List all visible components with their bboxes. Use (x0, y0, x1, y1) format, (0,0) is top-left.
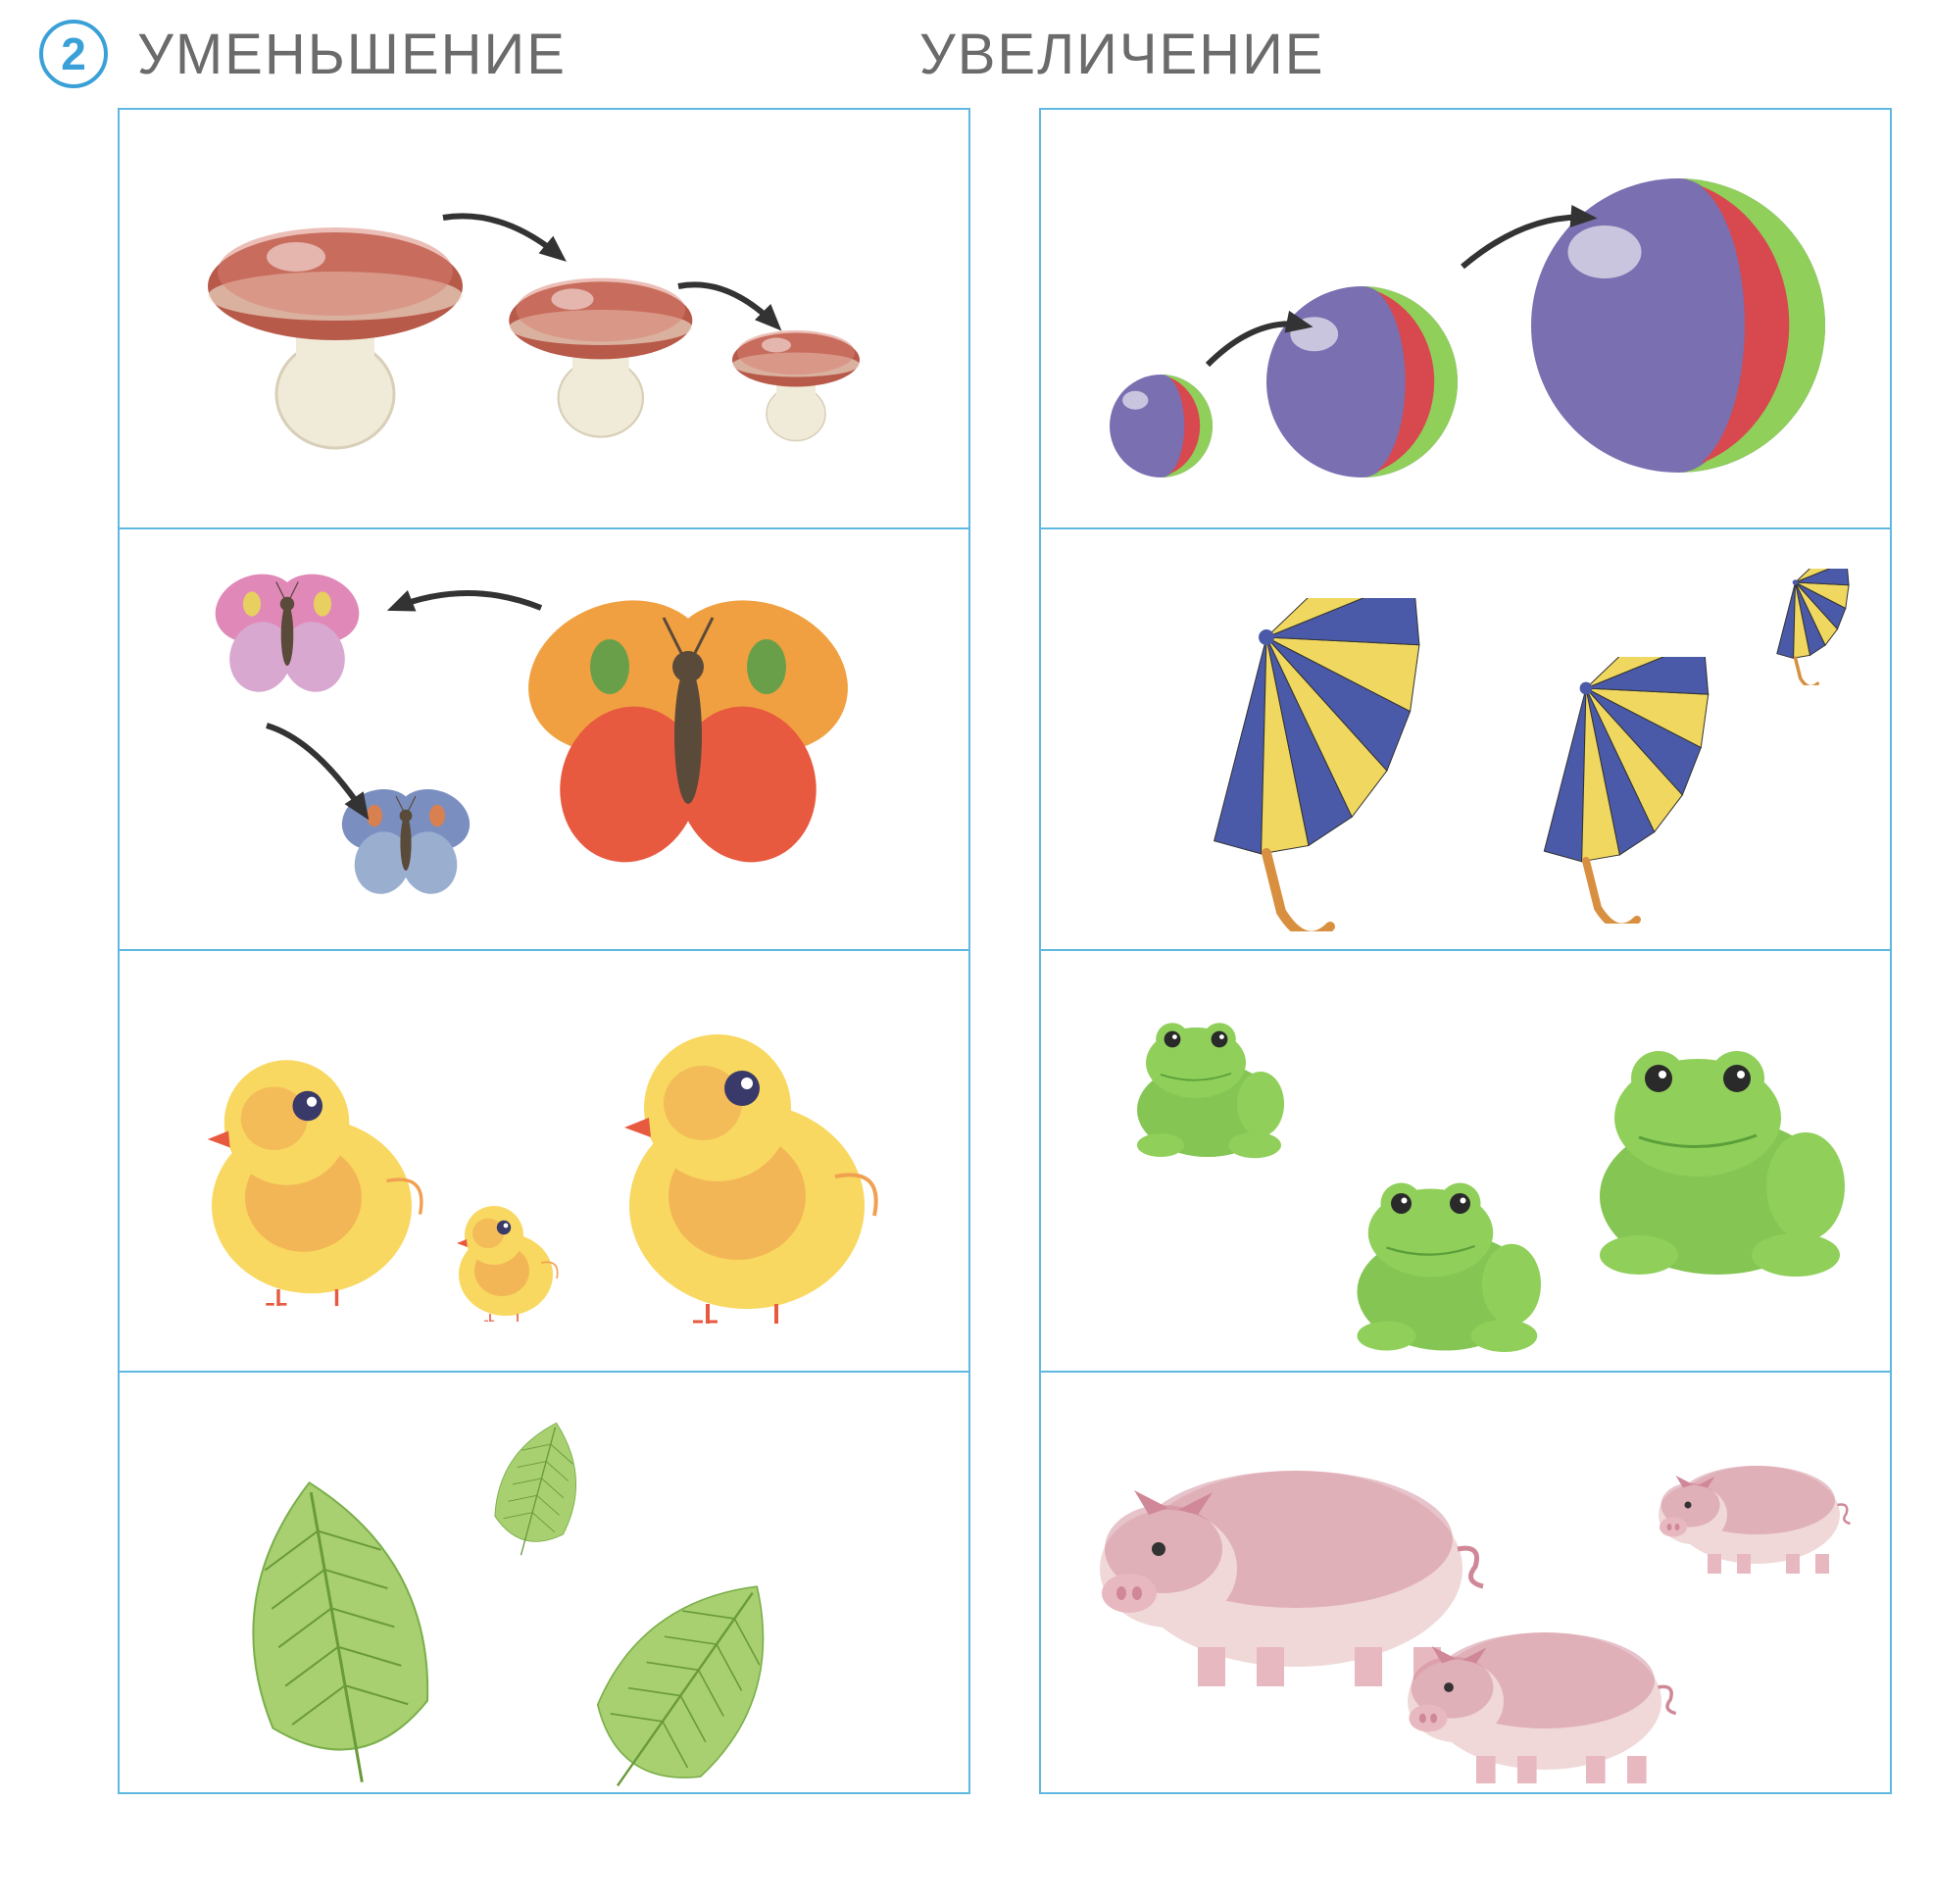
column-increase (1039, 108, 1892, 1794)
chick-icon (178, 1039, 445, 1311)
umbrella-icon (1453, 657, 1719, 928)
grid-cell (1039, 1373, 1892, 1794)
frog-icon (1335, 1167, 1556, 1363)
grid-cell (118, 951, 970, 1373)
columns (39, 108, 1894, 1794)
titles-row: УМЕНЬШЕНИЕ УВЕЛИЧЕНИЕ (137, 22, 1324, 87)
grid-cell (118, 1373, 970, 1794)
badge-number: 2 (61, 27, 86, 80)
butterflie-icon (335, 784, 476, 907)
frog-icon (1570, 1029, 1864, 1289)
title-increase: УВЕЛИЧЕНИЕ (919, 22, 1325, 87)
pig-icon (1394, 1598, 1682, 1794)
column-decrease (118, 108, 970, 1794)
ball-icon (1531, 178, 1825, 477)
leave-icon (188, 1461, 482, 1794)
butterflie-icon (208, 569, 367, 706)
chick-icon (590, 1010, 904, 1328)
header: 2 УМЕНЬШЕНИЕ УВЕЛИЧЕНИЕ (39, 20, 1894, 88)
grid-cell (118, 529, 970, 951)
exercise-badge: 2 (39, 20, 108, 88)
grid-cell (1039, 529, 1892, 951)
grid-cell (1039, 108, 1892, 529)
grid-cell (118, 108, 970, 529)
butterflie-icon (512, 588, 865, 887)
leave-icon (472, 1412, 605, 1567)
leave-icon (570, 1549, 806, 1794)
mushroom-icon (727, 316, 865, 448)
pig-icon (1649, 1441, 1855, 1583)
ball-icon (1266, 286, 1458, 482)
frog-icon (1119, 1010, 1296, 1168)
grid-cell (1039, 951, 1892, 1373)
umbrella-icon (1737, 569, 1854, 690)
chick-icon (443, 1196, 569, 1327)
mushroom-icon (198, 198, 472, 458)
ball-icon (1110, 375, 1213, 482)
umbrella-icon (1100, 598, 1433, 936)
mushroom-icon (502, 257, 700, 445)
title-decrease: УМЕНЬШЕНИЕ (137, 22, 567, 87)
